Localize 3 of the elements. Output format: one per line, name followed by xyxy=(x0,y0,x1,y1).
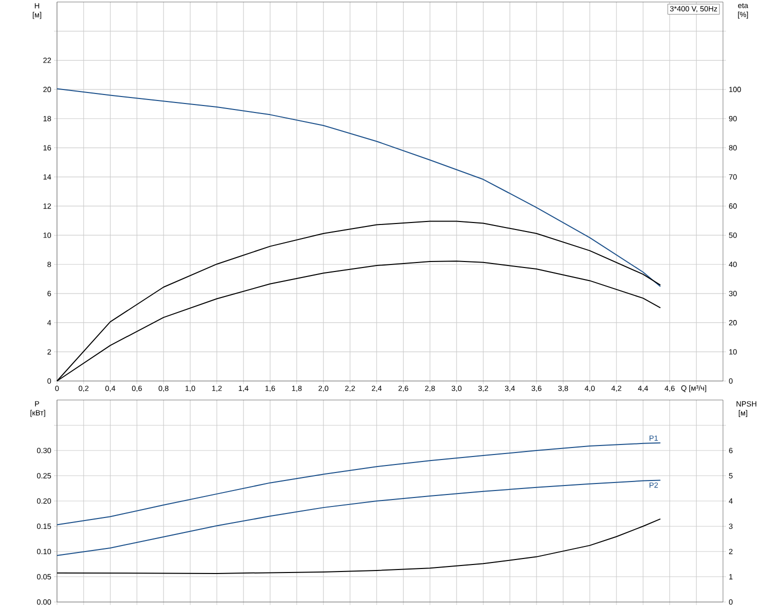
line-series xyxy=(56,480,661,556)
line-series xyxy=(56,442,661,526)
line-series xyxy=(56,518,661,574)
